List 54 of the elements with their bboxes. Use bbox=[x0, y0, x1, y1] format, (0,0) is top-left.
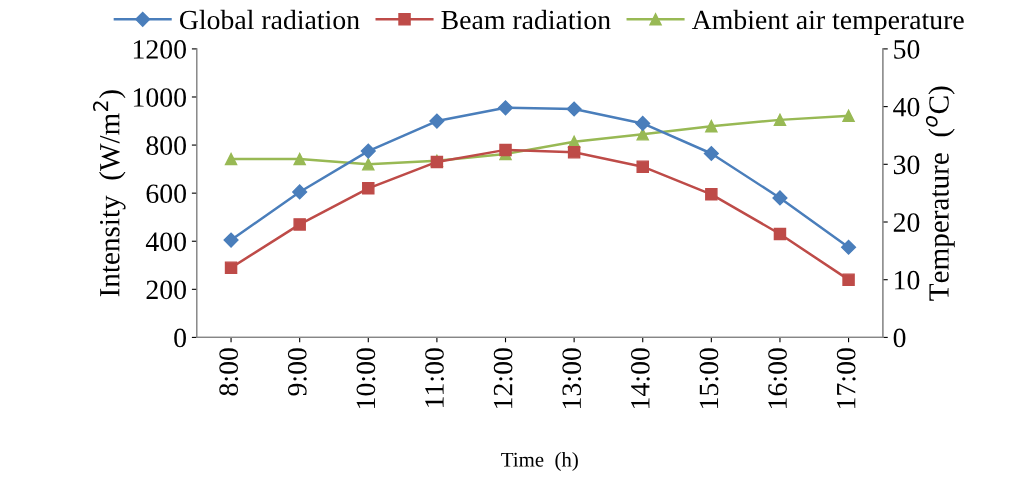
y2-tick-label: 50 bbox=[894, 40, 920, 59]
y2-tick-label: 20 bbox=[893, 213, 920, 232]
x-tick-label: 9:00 bbox=[287, 348, 307, 396]
y-tick-label: 400 bbox=[145, 232, 186, 252]
x-tick-label: 10:00 bbox=[356, 348, 376, 408]
y-tick-label: 1000 bbox=[133, 88, 186, 107]
point bbox=[360, 143, 376, 159]
point bbox=[773, 227, 787, 241]
y2-tick-label: 10 bbox=[895, 270, 920, 290]
y2-axis-title: Temperature ($^{o}$C) bbox=[925, 86, 955, 301]
x-tick-label: 12:00 bbox=[493, 348, 513, 408]
point bbox=[705, 119, 718, 133]
point bbox=[362, 182, 375, 195]
x-axis-title: Time (h) bbox=[501, 452, 578, 471]
y-tick-label: 800 bbox=[146, 136, 186, 155]
point bbox=[842, 109, 855, 123]
legend-label: Ambient air temperature bbox=[691, 9, 964, 36]
point bbox=[223, 232, 239, 248]
point bbox=[293, 152, 306, 166]
point bbox=[636, 160, 649, 173]
point bbox=[703, 145, 719, 162]
y2-tick-label: 40 bbox=[893, 97, 920, 117]
point bbox=[499, 143, 512, 157]
point bbox=[362, 158, 375, 171]
point bbox=[773, 113, 787, 127]
point bbox=[224, 261, 238, 274]
point bbox=[429, 113, 445, 129]
y-tick-label: 1200 bbox=[133, 40, 186, 59]
point bbox=[567, 146, 581, 159]
point bbox=[840, 239, 857, 255]
point bbox=[292, 184, 308, 200]
legend-label: Global radiation bbox=[179, 9, 360, 30]
y-tick-label: 200 bbox=[146, 280, 186, 300]
point bbox=[635, 115, 651, 132]
y-tick-label: 600 bbox=[146, 184, 186, 204]
point bbox=[224, 152, 238, 166]
legend-label: Beam radiation bbox=[441, 9, 611, 30]
x-tick-label: 17:00 bbox=[836, 348, 856, 408]
point bbox=[566, 101, 582, 117]
point bbox=[842, 273, 855, 286]
x-tick-label: 8:00 bbox=[219, 348, 239, 396]
point bbox=[497, 100, 514, 116]
x-tick-label: 15:00 bbox=[699, 348, 719, 408]
y2-tick-label: 0 bbox=[893, 328, 906, 348]
y2-tick-label: 30 bbox=[893, 155, 920, 175]
point bbox=[772, 190, 788, 206]
x-tick-label: 13:00 bbox=[562, 348, 582, 408]
x-tick-label: 16:00 bbox=[768, 348, 788, 408]
y-tick-label: 0 bbox=[174, 328, 186, 348]
x-tick-label: 14:00 bbox=[630, 348, 650, 408]
x-tick-label: 11:00 bbox=[425, 348, 444, 407]
point bbox=[705, 188, 718, 201]
point bbox=[293, 218, 306, 231]
y-axis-title: Intensity (W/m$^{2}$) bbox=[92, 90, 126, 297]
